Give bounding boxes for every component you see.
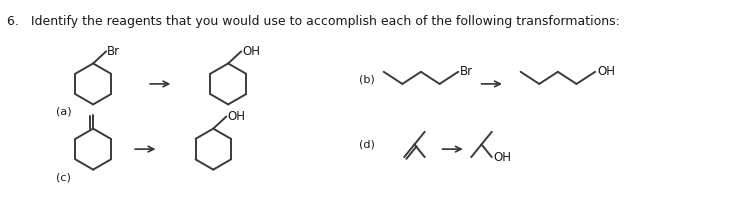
Text: (c): (c) [56, 172, 71, 182]
Text: (b): (b) [359, 74, 374, 84]
Text: Br: Br [460, 65, 473, 78]
Text: (d): (d) [359, 139, 374, 149]
Text: OH: OH [227, 110, 245, 123]
Text: (a): (a) [56, 107, 71, 117]
Text: OH: OH [494, 151, 512, 164]
Text: OH: OH [242, 45, 260, 58]
Text: OH: OH [597, 65, 615, 78]
Text: Br: Br [107, 45, 121, 58]
Text: 6.   Identify the reagents that you would use to accomplish each of the followin: 6. Identify the reagents that you would … [7, 15, 620, 28]
